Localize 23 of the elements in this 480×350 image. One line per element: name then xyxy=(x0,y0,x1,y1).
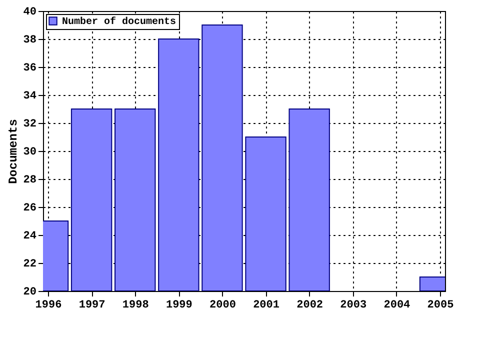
y-tick-label: 26 xyxy=(23,202,36,214)
x-tick-label: 1998 xyxy=(122,300,150,312)
y-tick-label: 28 xyxy=(23,174,37,186)
x-tick-label: 2004 xyxy=(384,300,411,312)
x-tick-label: 2002 xyxy=(296,300,324,312)
y-tick-label: 32 xyxy=(23,118,36,130)
x-tick-label: 1999 xyxy=(166,300,192,312)
y-tick-label: 38 xyxy=(23,34,37,46)
y-tick-label: 24 xyxy=(23,230,37,242)
y-tick-label: 30 xyxy=(23,146,36,158)
y-tick-label: 20 xyxy=(23,286,36,298)
x-tick-label: 1996 xyxy=(35,300,62,312)
legend-label: Number of documents xyxy=(62,16,176,28)
y-tick-label: 34 xyxy=(23,90,37,102)
y-axis-title: Documents xyxy=(6,119,20,184)
x-tick-label: 1997 xyxy=(78,300,106,312)
y-tick-label: 22 xyxy=(23,258,36,270)
x-tick-label: 2001 xyxy=(253,300,280,312)
x-tick-label: 2003 xyxy=(340,300,367,312)
x-tick-label: 2000 xyxy=(210,300,236,312)
x-tick-label: 2005 xyxy=(427,300,454,312)
y-tick-label: 36 xyxy=(23,62,36,74)
y-tick-label: 40 xyxy=(23,6,36,18)
